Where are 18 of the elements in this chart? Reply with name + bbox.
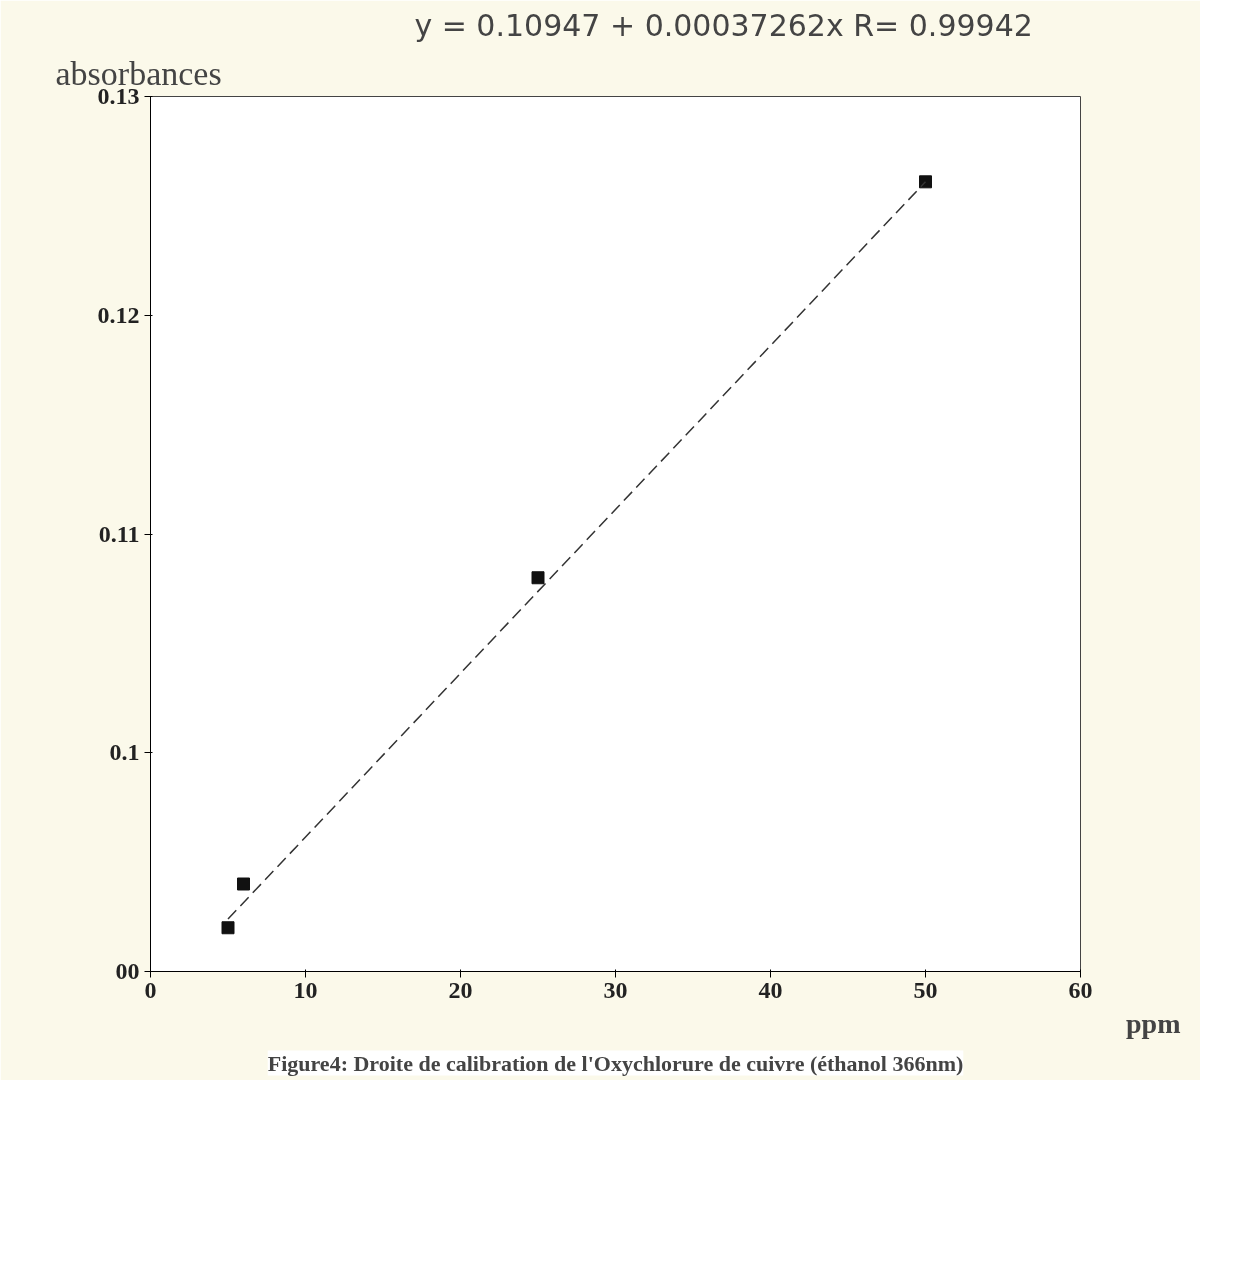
point bbox=[919, 175, 932, 189]
x-tick-label: 60 bbox=[1068, 976, 1093, 1003]
y-tick-label: 0.1 bbox=[109, 739, 140, 766]
x-tick-label: 30 bbox=[603, 976, 628, 1003]
text: Figure4: Droite de calibration de l'Oxychlorure de cuivre (éthanol 366nm) bbox=[267, 1050, 964, 1076]
x-tick-label: 20 bbox=[448, 976, 473, 1003]
x-tick-label: 10 bbox=[293, 976, 318, 1003]
point bbox=[237, 877, 250, 891]
y-tick-label: 0.12 bbox=[97, 301, 140, 328]
x-tick-label: 0 bbox=[144, 976, 157, 1003]
y-tick-label: 00 bbox=[115, 958, 140, 984]
point bbox=[221, 921, 235, 935]
x-tick-label: 50 bbox=[913, 976, 938, 1003]
x-tick-label: 40 bbox=[758, 976, 783, 1003]
point bbox=[531, 571, 545, 585]
y-tick-label: 0.11 bbox=[98, 520, 140, 547]
x-axis-title: ppm bbox=[1126, 1007, 1181, 1039]
text: y = 0.10947 + 0.00037262x R= 0.99942 bbox=[414, 7, 1033, 43]
